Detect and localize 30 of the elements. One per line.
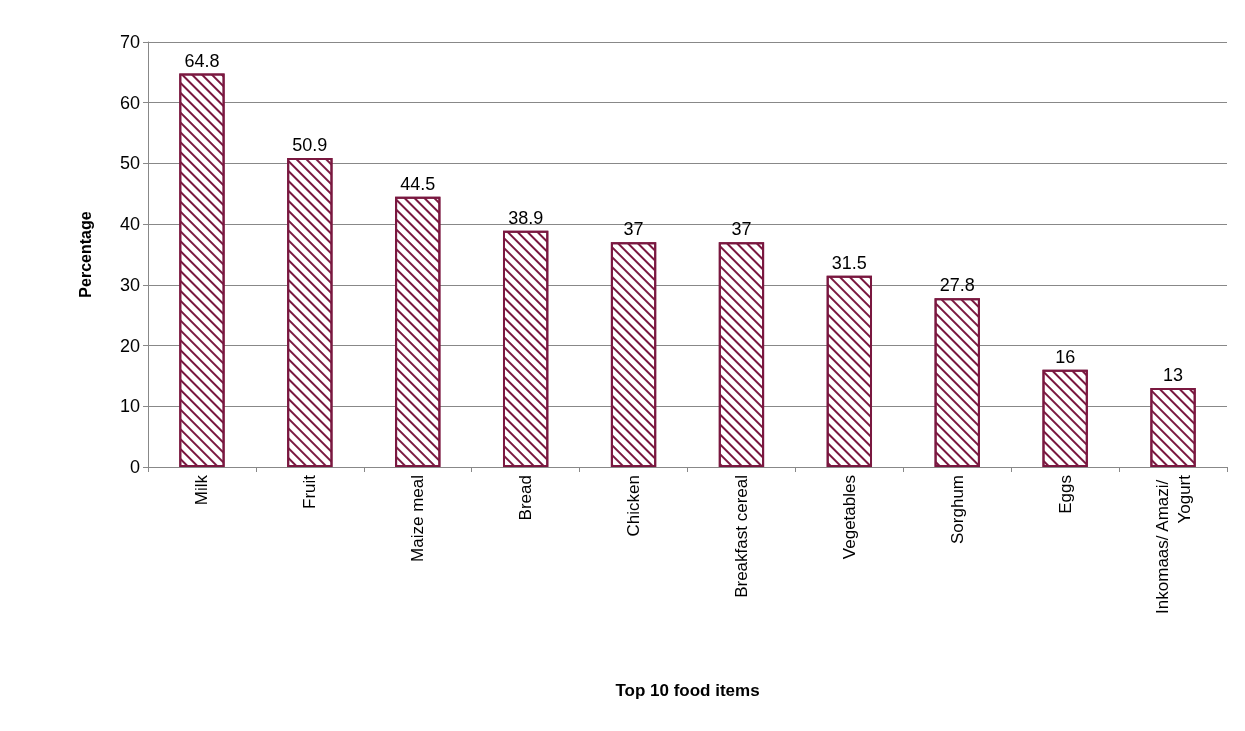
data-label: 37 [623,219,644,240]
data-label: 31.5 [831,252,867,273]
x-tick-label: Fruit [300,474,320,509]
x-tick-label: Chicken [624,475,644,537]
y-tick-label: 60 [119,92,140,113]
x-axis-title: Top 10 food items [615,681,760,700]
y-tick-label: 40 [119,214,140,235]
y-axis-title: Percentage [76,211,94,298]
x-tick-label: Sorghum [947,475,967,544]
data-label: 38.9 [508,207,544,228]
data-label: 64.8 [184,50,220,71]
data-label: 44.5 [400,173,436,194]
x-tick-label: Maize meal [408,475,428,562]
x-tick-label: Breakfast cereal [731,475,751,598]
data-label: 37 [731,219,752,240]
data-label: 50.9 [292,134,328,155]
x-tick-label: Vegetables [839,475,859,560]
y-tick-label: 70 [119,32,140,52]
x-tick-label: Eggs [1055,475,1075,514]
x-tick-label: Milk [192,474,212,506]
x-tick-label: Inkomaas/ Amazi/ Yogurt [1152,474,1194,614]
data-label: 27.8 [939,275,975,296]
x-tick-label: Bread [516,475,536,521]
data-label: 16 [1055,346,1076,367]
y-tick-label: 30 [119,274,140,295]
y-tick-label: 20 [119,335,140,356]
y-tick-label: 0 [129,457,140,477]
y-tick-label: 50 [119,153,140,174]
data-label: 13 [1163,365,1184,386]
y-tick-label: 10 [119,396,140,417]
